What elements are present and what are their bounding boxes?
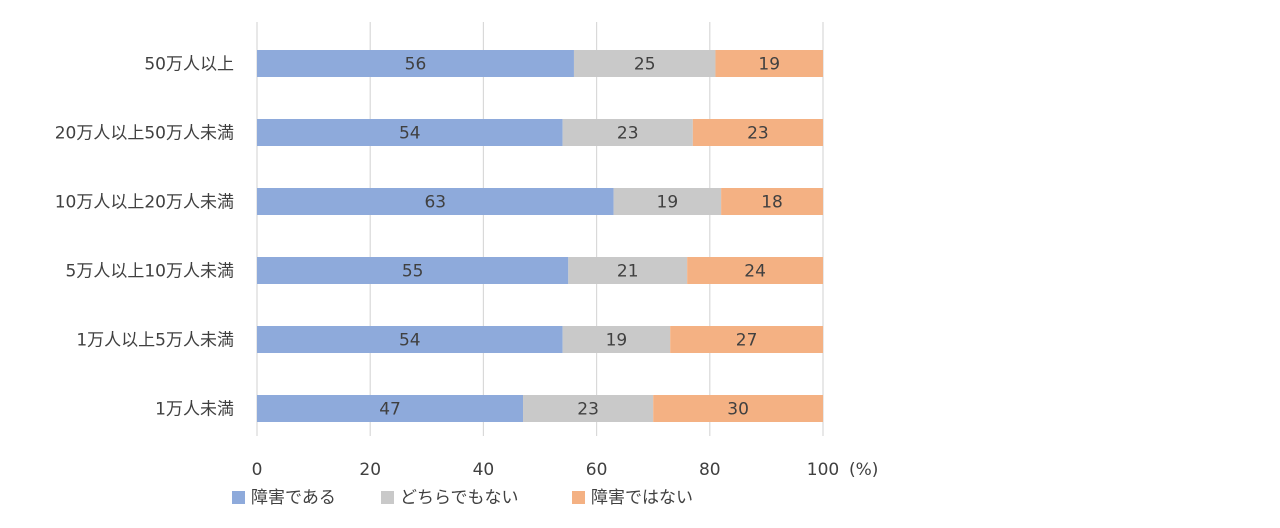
bar-segment [562,326,671,353]
legend-label: 障害ではない [591,488,693,508]
data-label: 21 [617,262,639,282]
category-label: 1万人未満 [155,400,234,420]
bar-segment [562,119,693,146]
data-label: 54 [399,331,421,351]
category-labels: 50万人以上 20万人以上50万人未満 10万人以上20万人未満 5万人以上10万人未… [55,55,234,420]
bars: 56 25 19 54 23 23 63 19 18 55 21 24 54 19 27 47 23 30 [257,50,823,422]
data-label: 54 [399,124,421,144]
bar-segment [692,119,823,146]
data-label: 30 [727,400,749,420]
data-label: 47 [379,400,401,420]
bar-segment [613,188,722,215]
x-tick-label: 60 [586,460,608,480]
bar-segment [523,395,654,422]
category-label: 10万人以上20万人未満 [55,193,234,213]
category-label: 5万人以上10万人未満 [66,262,234,282]
data-label: 23 [747,124,769,144]
data-label: 63 [424,193,446,213]
legend-label: どちらでもない [400,488,519,508]
data-label: 24 [744,262,766,282]
category-label: 1万人以上5万人未満 [76,331,234,351]
legend-swatch [572,491,585,504]
bar-segment [257,50,574,77]
bar-segment [257,188,614,215]
category-label: 20万人以上50万人未満 [55,124,234,144]
bar-segment [687,257,823,284]
bar-segment [257,395,524,422]
data-label: 55 [402,262,424,282]
bar-segment [653,395,823,422]
x-tick-label: 0 [252,460,263,480]
x-tick-label: 80 [699,460,721,480]
category-label: 50万人以上 [144,55,234,75]
x-axis-unit-label: (%) [849,460,878,480]
data-label: 23 [617,124,639,144]
legend-swatch [381,491,394,504]
gridlines [256,22,824,436]
bar-segment [715,50,823,77]
legend: 障害である どちらでもない 障害ではない [232,488,693,508]
x-axis-ticks: (%) 0 20 40 60 80 100 [252,460,879,480]
x-tick-label: 20 [359,460,381,480]
data-label: 56 [405,55,427,75]
data-label: 19 [606,331,628,351]
data-label: 23 [577,400,599,420]
data-label: 19 [657,193,679,213]
data-label: 27 [736,331,758,351]
bar-segment [670,326,823,353]
legend-label: 障害である [251,488,336,508]
bar-segment [573,50,716,77]
data-label: 25 [634,55,656,75]
x-tick-label: 100 [807,460,839,480]
bar-segment [257,326,563,353]
bar-segment [257,119,563,146]
data-label: 19 [758,55,780,75]
bar-segment [721,188,823,215]
x-tick-label: 40 [473,460,495,480]
bar-segment [568,257,688,284]
data-label: 18 [761,193,783,213]
bar-segment [257,257,569,284]
legend-swatch [232,491,245,504]
